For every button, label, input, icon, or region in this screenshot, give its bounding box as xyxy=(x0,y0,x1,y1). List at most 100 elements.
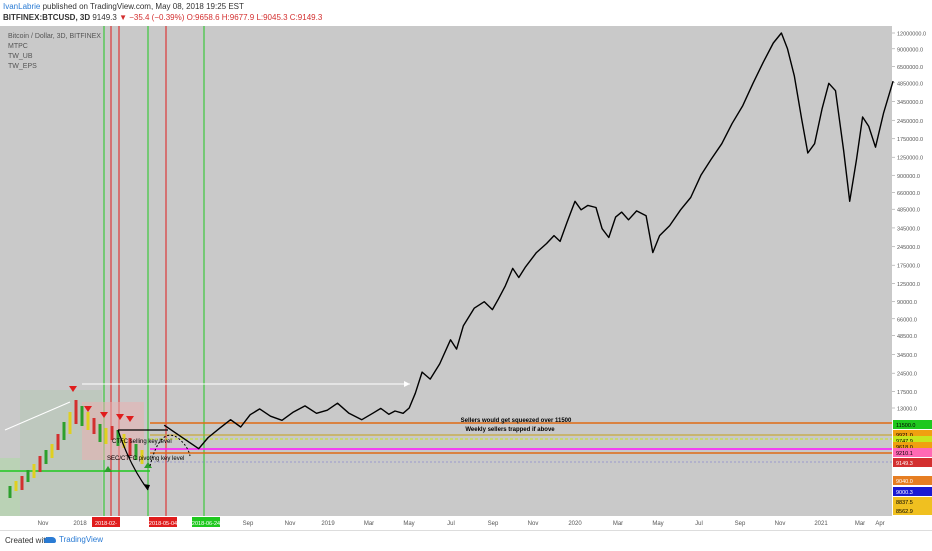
date-marker-label: 2018-06-24 xyxy=(192,521,220,527)
candle xyxy=(104,428,108,444)
symbol-name: BITFINEX:BTCUSD, 3D xyxy=(3,13,91,22)
price-chart[interactable]: 12000000.0 9000000.0 6500000.0 4850000.0 345… xyxy=(0,26,932,530)
price-label-box xyxy=(893,436,932,445)
legend-title: Bitcoin / Dollar, 3D, BITFINEX xyxy=(8,33,101,40)
y-tick-label: 6500000.0 xyxy=(897,65,923,71)
candle xyxy=(38,456,42,472)
price-label-value: 9000.3 xyxy=(896,490,913,496)
x-tick-label: Apr xyxy=(875,521,884,527)
price-label-box xyxy=(893,442,932,451)
candle xyxy=(56,434,60,450)
price-label-box xyxy=(893,487,932,496)
y-tick-label: 345000.0 xyxy=(897,226,920,232)
footer: Created with TradingView xyxy=(0,530,932,551)
candle xyxy=(20,476,24,490)
candle xyxy=(50,444,54,458)
sell-arrow-icon xyxy=(126,416,134,422)
down-arrow-icon: ▼ xyxy=(119,13,127,22)
candle xyxy=(86,412,90,430)
white-arrow-head xyxy=(404,381,410,387)
candle xyxy=(92,418,96,434)
projection-price-line xyxy=(163,32,894,450)
x-tick-label: Mar xyxy=(613,521,623,527)
price-change: −35.4 (−0.39%) xyxy=(129,13,185,22)
x-tick-label: Mar xyxy=(364,521,374,527)
tradingview-brand: TradingView xyxy=(59,535,104,544)
y-tick-label: 9000000.0 xyxy=(897,47,923,53)
date-marker-box xyxy=(92,517,120,527)
x-tick-label: 2021 xyxy=(814,521,828,527)
white-trend-line xyxy=(4,401,71,431)
x-tick-label: Jul xyxy=(695,521,703,527)
x-tick-label: Nov xyxy=(38,521,49,527)
candle xyxy=(14,481,18,491)
candle xyxy=(62,422,66,440)
x-tick-label: Jul xyxy=(447,521,455,527)
created-with-text: Created with xyxy=(5,536,50,545)
sell-arrow-icon xyxy=(100,412,108,418)
x-tick-label: Sep xyxy=(488,521,499,527)
candle xyxy=(140,450,144,464)
y-tick-label: 48500.0 xyxy=(897,334,917,340)
price-label-value: 9210.1 xyxy=(896,451,913,457)
chart-legend: Bitcoin / Dollar, 3D, BITFINEX MTPC TW_U… xyxy=(8,32,101,72)
legend-indicator-tw-ub: TW_UB xyxy=(8,53,33,60)
tradingview-logo[interactable]: TradingView xyxy=(44,535,103,544)
x-tick-label: May xyxy=(652,521,663,527)
price-label-box xyxy=(893,458,932,467)
x-tick-label: Mar xyxy=(855,521,865,527)
annotation-ctfc-selling: CTFC selling key level xyxy=(112,439,172,445)
ohlc-values: O:9658.6 H:9677.9 L:9045.3 C:9149.3 xyxy=(186,13,323,22)
candle xyxy=(26,470,30,482)
y-tick-label: 900000.0 xyxy=(897,174,920,180)
y-tick-label: 90000.0 xyxy=(897,300,917,306)
price-label-box xyxy=(893,430,932,439)
candle xyxy=(68,412,72,434)
symbol-line: BITFINEX:BTCUSD, 3D 9149.3 ▼ −35.4 (−0.3… xyxy=(3,13,322,22)
x-tick-label: Sep xyxy=(243,521,254,527)
candle xyxy=(44,450,48,464)
sell-arrow-icon xyxy=(69,386,77,392)
date-marker-label: 2018-02- xyxy=(95,521,117,527)
y-tick-label: 12000000.0 xyxy=(897,32,926,38)
x-tick-label: May xyxy=(403,521,414,527)
y-tick-label: 1250000.0 xyxy=(897,156,923,162)
y-tick-label: 4850000.0 xyxy=(897,81,923,87)
y-tick-label: 34500.0 xyxy=(897,353,917,359)
last-price: 9149.3 xyxy=(92,13,117,22)
price-label-value: 9149.3 xyxy=(896,461,913,467)
buy-arrow-icon xyxy=(144,462,152,468)
price-label-value: 11500.0 xyxy=(896,423,915,429)
y-tick-label: 660000.0 xyxy=(897,191,920,197)
y-tick-label: 125000.0 xyxy=(897,282,920,288)
price-label-value: 9040.0 xyxy=(896,479,913,485)
chart-area[interactable]: 12000000.0 9000000.0 6500000.0 4850000.0 345… xyxy=(0,26,932,530)
tradingview-cloud-icon xyxy=(44,536,56,543)
price-label-box xyxy=(893,448,932,457)
x-tick-label: Nov xyxy=(285,521,296,527)
candle xyxy=(116,430,120,446)
price-label-box xyxy=(893,506,932,515)
chart-header: IvanLabrie published on TradingView.com,… xyxy=(0,0,932,26)
y-tick-label: 1750000.0 xyxy=(897,137,923,143)
price-label-value: 8562.9 xyxy=(896,509,913,515)
date-marker-label: 2018-05-04 xyxy=(149,521,177,527)
x-tick-label: Nov xyxy=(775,521,786,527)
sell-arrow-icon xyxy=(116,414,124,420)
y-tick-label: 24500.0 xyxy=(897,372,917,378)
date-marker-box xyxy=(149,517,177,527)
y-tick-label: 3450000.0 xyxy=(897,100,923,106)
author-link[interactable]: IvanLabrie xyxy=(3,2,41,11)
date-marker-box xyxy=(192,517,220,527)
legend-indicator-mtpc: MTPC xyxy=(8,43,28,50)
x-tick-label: 2019 xyxy=(321,521,335,527)
y-tick-label: 245000.0 xyxy=(897,245,920,251)
published-text: published on TradingView.com, May 08, 20… xyxy=(42,2,244,11)
candle xyxy=(98,424,102,442)
annotation-weekly-sellers: Weekly sellers trapped if above xyxy=(465,427,555,433)
price-label-box xyxy=(893,420,932,429)
sell-arrow-icon xyxy=(84,406,92,412)
y-tick-label: 485000.0 xyxy=(897,208,920,214)
candle xyxy=(122,434,126,448)
candle xyxy=(134,444,138,460)
